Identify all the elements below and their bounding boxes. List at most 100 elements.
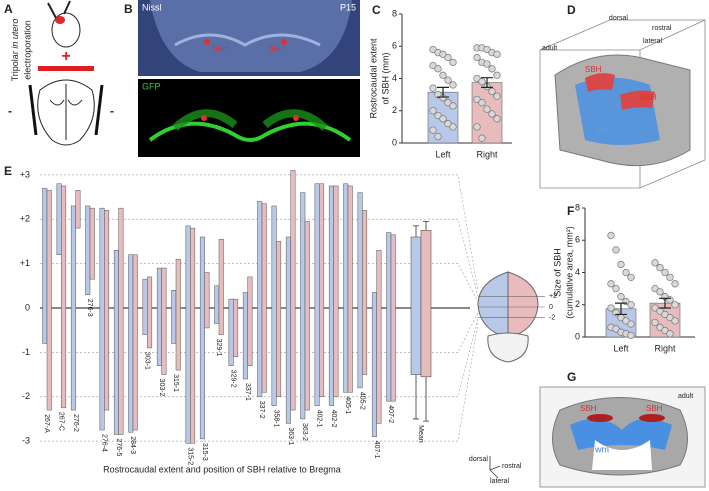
range-bar <box>362 210 368 375</box>
y-tick-label: +2 <box>20 214 30 224</box>
y-tick-label: +1 <box>20 258 30 268</box>
grid-line <box>40 312 479 353</box>
sbh-label: SBH <box>580 404 597 413</box>
range-bar <box>204 272 210 329</box>
range-bar <box>61 185 67 409</box>
range-bar <box>147 276 153 349</box>
y-tick-label: 0 <box>575 331 580 341</box>
range-bar <box>343 183 349 393</box>
plus-sign: + <box>61 48 70 65</box>
range-bar <box>75 190 81 229</box>
brain-tick-label: 0 <box>549 304 553 311</box>
range-bar <box>376 250 382 424</box>
range-bar <box>142 278 148 335</box>
sbh-shape <box>639 414 665 422</box>
range-bar <box>218 238 224 335</box>
panel-letter: F <box>567 204 574 218</box>
y-tick-label: 8 <box>575 202 580 212</box>
range-bar <box>290 170 296 411</box>
caption: electroporation <box>22 20 32 80</box>
stain-label: Nissl <box>142 2 162 12</box>
cerebellum <box>487 332 529 363</box>
range-bar <box>46 190 52 411</box>
data-point <box>478 78 486 86</box>
data-point <box>612 309 620 317</box>
caption-part: Tripolar <box>10 51 20 81</box>
caption: Tripolar in utero <box>10 19 20 82</box>
adult-label: adult <box>678 393 693 400</box>
data-point <box>656 288 664 296</box>
y-axis-label: Size of SBH <box>552 248 562 297</box>
range-bar <box>99 207 105 431</box>
x-tick-label: 267-C <box>57 412 64 431</box>
adult-label: adult <box>542 45 557 52</box>
sbh-3d <box>585 73 655 110</box>
range-bar <box>371 292 377 437</box>
sbh-label: SBH <box>646 404 663 413</box>
x-tick-label: 363-1 <box>287 427 294 445</box>
range-bar <box>199 236 205 440</box>
range-bar <box>42 187 48 344</box>
negative-electrode <box>28 84 38 136</box>
data-point <box>473 123 481 131</box>
x-tick-label: 405-2 <box>358 392 365 410</box>
panel-d: D adult dorsal rostral lateral SBH SBH w… <box>539 3 706 189</box>
minus-sign: - <box>110 104 114 118</box>
data-point <box>651 259 659 267</box>
range-bar <box>247 276 253 366</box>
y-tick-label: 2 <box>392 105 397 115</box>
gfp-image <box>138 79 360 157</box>
data-point <box>449 123 457 131</box>
x-axis-label: Rostrocaudal extent and position of SBH … <box>103 464 341 474</box>
summary-box <box>420 230 432 378</box>
compass-arrows <box>489 456 501 479</box>
range-bar <box>171 290 177 344</box>
data-point <box>439 71 447 79</box>
data-point <box>607 304 615 312</box>
y-axis-label: Rostrocaudal extent <box>368 38 378 119</box>
x-tick-label: 402-2 <box>330 410 337 428</box>
y-tick-label: 8 <box>392 8 397 18</box>
left-hemisphere <box>477 271 509 339</box>
data-point <box>473 53 481 62</box>
data-point <box>429 126 437 134</box>
panel-letter: D <box>567 3 576 17</box>
wm-label: wm <box>594 444 609 454</box>
data-point <box>666 296 674 304</box>
data-point <box>671 280 679 288</box>
data-point <box>478 134 486 142</box>
x-tick-label: 407-2 <box>387 405 394 423</box>
data-point <box>607 280 615 288</box>
sbh-marker <box>201 115 207 121</box>
error-bar <box>437 86 449 98</box>
x-tick-label: 407-1 <box>373 441 380 459</box>
range-bar <box>319 183 325 397</box>
x-tick-label: 363-2 <box>301 423 308 441</box>
panel-letter: G <box>567 370 576 384</box>
range-bar <box>85 205 91 295</box>
range-bar <box>357 192 363 389</box>
range-bar <box>128 254 134 433</box>
y-tick-label: 0 <box>392 137 397 147</box>
sbh-marker <box>281 39 287 45</box>
brain-tick-label: -2 <box>549 314 555 321</box>
data-point <box>449 102 457 110</box>
panel-a: A Tripolar in utero electroporation + - … <box>4 0 114 146</box>
range-bar <box>333 185 339 397</box>
data-point <box>434 132 442 141</box>
x-tick-label: 405-1 <box>344 396 351 414</box>
age-label: P15 <box>340 2 356 12</box>
data-point <box>656 264 664 272</box>
x-tick-label: 267-A <box>43 414 50 433</box>
panel-letter: A <box>4 2 13 16</box>
sbh-label: SBH <box>640 93 657 102</box>
y-axis-label: (cumulative area, mm²) <box>564 226 574 319</box>
wm-label: wm <box>595 124 610 134</box>
data-point <box>444 76 452 84</box>
range-bar <box>390 234 396 402</box>
x-tick-label: 337-1 <box>244 383 251 401</box>
brain-tick-label: +2 <box>549 293 557 300</box>
range-bar <box>328 185 334 406</box>
range-bar <box>89 207 95 280</box>
